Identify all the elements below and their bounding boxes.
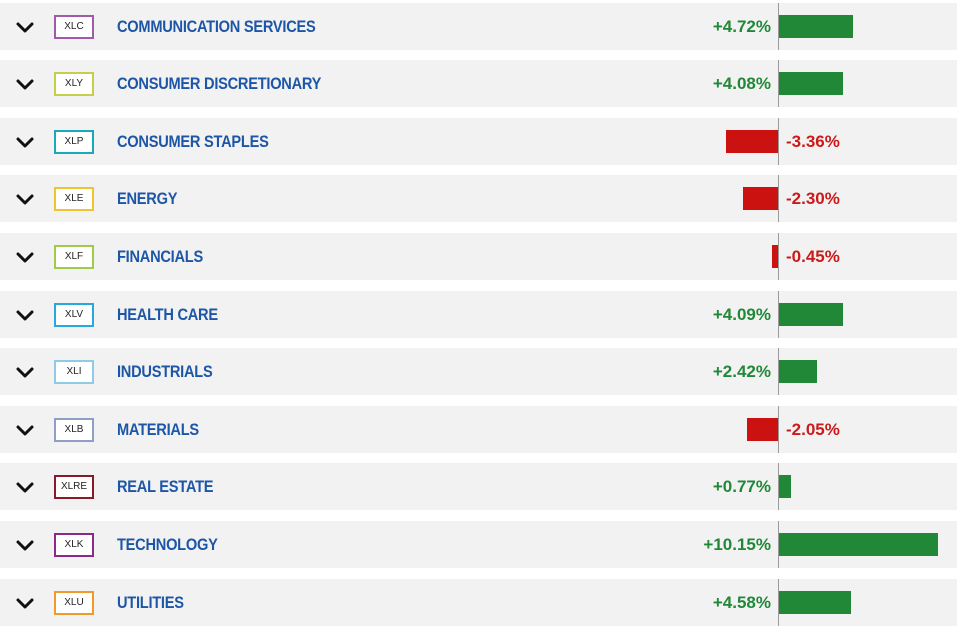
chevron-down-icon[interactable] [12,245,38,271]
sector-name-link[interactable]: HEALTH CARE [117,305,218,324]
zero-axis-line [778,579,779,626]
zero-axis-line [778,118,779,165]
gain-bar [779,72,844,95]
gain-bar [779,475,792,498]
chevron-down-icon[interactable] [12,591,38,617]
loss-bar [771,245,779,268]
table-row[interactable]: XLC COMMUNICATION SERVICES +4.72% [0,3,957,50]
table-row[interactable]: XLY CONSUMER DISCRETIONARY +4.08% [0,60,957,107]
ticker-badge: XLU [54,591,94,615]
table-row[interactable]: XLP CONSUMER STAPLES -3.36% [0,118,957,165]
gain-bar [779,360,817,383]
ticker-badge: XLV [54,303,94,327]
ticker-badge: XLE [54,187,94,211]
zero-axis-line [778,233,779,280]
sector-name-link[interactable]: CONSUMER DISCRETIONARY [117,74,322,93]
loss-bar [746,418,779,441]
change-percent: +4.08% [712,74,771,93]
sector-name-link[interactable]: FINANCIALS [117,247,203,266]
table-row[interactable]: XLU UTILITIES +4.58% [0,579,957,626]
zero-axis-line [778,348,779,395]
chevron-down-icon[interactable] [12,187,38,213]
table-row[interactable]: XLE ENERGY -2.30% [0,175,957,222]
change-percent: +0.77% [712,477,771,496]
loss-bar [726,130,779,153]
chevron-down-icon[interactable] [12,72,38,98]
change-percent: -0.45% [786,247,840,266]
table-row[interactable]: XLF FINANCIALS -0.45% [0,233,957,280]
table-row[interactable]: XLB MATERIALS -2.05% [0,406,957,453]
zero-axis-line [778,175,779,222]
zero-axis-line [778,521,779,568]
chevron-down-icon[interactable] [12,475,38,501]
sector-name-link[interactable]: INDUSTRIALS [117,362,213,381]
change-percent: -2.05% [786,420,840,439]
change-percent: -3.36% [786,132,840,151]
sector-name-link[interactable]: TECHNOLOGY [117,535,218,554]
ticker-badge: XLP [54,130,94,154]
zero-axis-line [778,291,779,338]
chevron-down-icon[interactable] [12,360,38,386]
chevron-down-icon[interactable] [12,130,38,156]
chevron-down-icon[interactable] [12,303,38,329]
gain-bar [779,303,844,326]
loss-bar [742,187,779,210]
change-percent: +2.42% [712,362,771,381]
zero-axis-line [778,406,779,453]
zero-axis-line [778,3,779,50]
ticker-badge: XLC [54,15,94,39]
ticker-badge: XLY [54,72,94,96]
gain-bar [779,591,851,614]
chevron-down-icon[interactable] [12,418,38,444]
ticker-badge: XLF [54,245,94,269]
change-percent: +4.72% [712,17,771,36]
change-percent: +4.09% [712,305,771,324]
chevron-down-icon[interactable] [12,533,38,559]
chevron-down-icon[interactable] [12,15,38,41]
change-percent: +10.15% [703,535,771,554]
zero-axis-line [778,60,779,107]
ticker-badge: XLRE [54,475,94,499]
table-row[interactable]: XLV HEALTH CARE +4.09% [0,291,957,338]
sector-name-link[interactable]: COMMUNICATION SERVICES [117,17,316,36]
table-row[interactable]: XLRE REAL ESTATE +0.77% [0,463,957,510]
table-row[interactable]: XLK TECHNOLOGY +10.15% [0,521,957,568]
ticker-badge: XLB [54,418,94,442]
sector-name-link[interactable]: REAL ESTATE [117,477,214,496]
gain-bar [779,15,854,38]
zero-axis-line [778,463,779,510]
gain-bar [779,533,939,556]
ticker-badge: XLI [54,360,94,384]
sector-name-link[interactable]: CONSUMER STAPLES [117,132,269,151]
table-row[interactable]: XLI INDUSTRIALS +2.42% [0,348,957,395]
sector-name-link[interactable]: ENERGY [117,189,178,208]
change-percent: -2.30% [786,189,840,208]
ticker-badge: XLK [54,533,94,557]
sector-name-link[interactable]: MATERIALS [117,420,199,439]
sector-name-link[interactable]: UTILITIES [117,593,184,612]
change-percent: +4.58% [712,593,771,612]
